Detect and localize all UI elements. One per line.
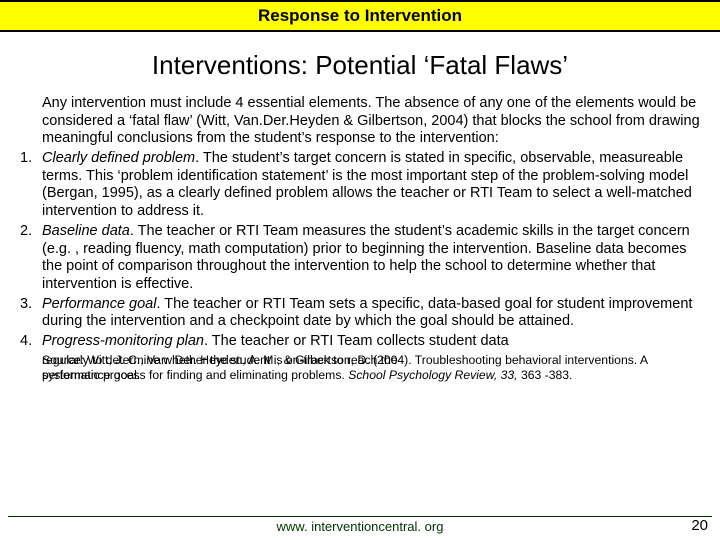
list-number: 1.: [20, 150, 32, 168]
header-bar: Response to Intervention: [0, 0, 720, 32]
list-item: 3. Performance goal. The teacher or RTI …: [42, 296, 700, 331]
slide-title: Interventions: Potential ‘Fatal Flaws’: [0, 50, 720, 81]
list-item: 2. Baseline data. The teacher or RTI Tea…: [42, 223, 700, 294]
citation-source: Source: Witt, J. C., Van. Der. Heyden, A…: [42, 353, 700, 384]
item-text: . The teacher or RTI Team collects stude…: [204, 333, 509, 349]
list-number: 3.: [20, 296, 32, 314]
item-text: . The teacher or RTI Team measures the s…: [42, 223, 690, 292]
item-label: Clearly defined problem: [42, 150, 195, 166]
footer-url: www. interventioncentral. org: [0, 519, 720, 534]
page-number: 20: [691, 517, 708, 534]
header-text: Response to Intervention: [258, 6, 462, 25]
list-number: 2.: [20, 223, 32, 241]
overlap-zone: regularly to determine whether the stude…: [42, 353, 700, 384]
footer: www. interventioncentral. org: [0, 516, 720, 534]
intro-paragraph: Any intervention must include 4 essentia…: [42, 95, 700, 148]
item-label: Progress-monitoring plan: [42, 333, 204, 349]
list-item: 1. Clearly defined problem. The student’…: [42, 150, 700, 221]
item-label: Performance goal: [42, 296, 156, 312]
item-label: Baseline data: [42, 223, 130, 239]
content-area: Any intervention must include 4 essentia…: [0, 95, 720, 383]
list-number: 4.: [20, 333, 32, 351]
footer-divider: [8, 516, 712, 517]
list-item: 4. Progress-monitoring plan. The teacher…: [42, 333, 700, 351]
citation-text: Source: Witt, J. C., Van. Der. Heyden, A…: [42, 353, 647, 382]
